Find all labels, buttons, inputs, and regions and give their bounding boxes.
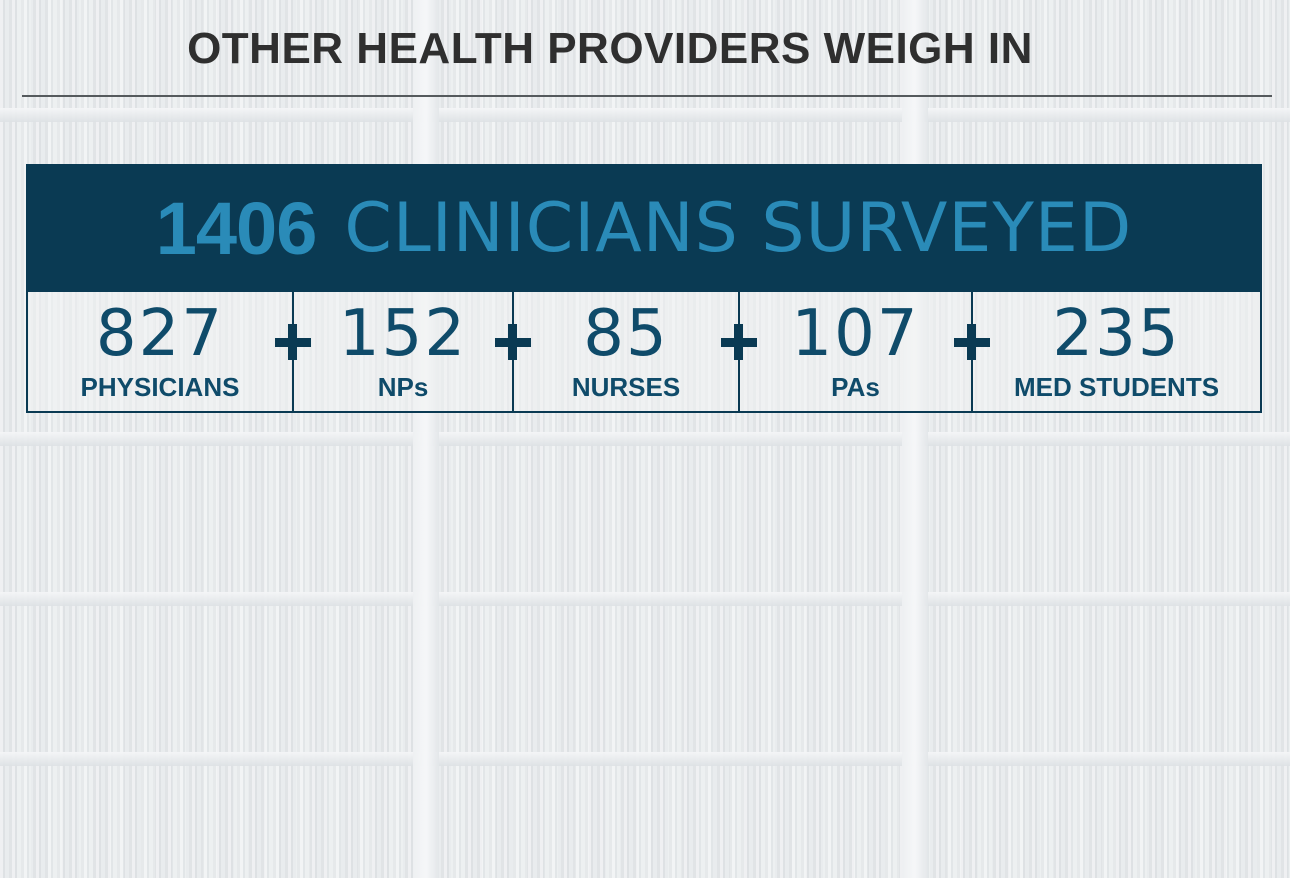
plus-icon [719, 322, 759, 362]
shelf-post [902, 0, 928, 878]
stat-label: NPs [377, 372, 429, 402]
shelf-board [0, 592, 1290, 606]
stat-physicians: 827 PHYSICIANS [28, 292, 292, 411]
stat-pas: 107 PAs [740, 292, 971, 411]
stat-label: PHYSICIANS [80, 372, 240, 402]
stat-med-students: 235 MED STUDENTS [973, 292, 1260, 411]
stat-nurses: 85 NURSES [514, 292, 738, 411]
stat-label: MED STUDENTS [1013, 372, 1220, 402]
shelf-board [0, 752, 1290, 766]
total-count: 1406 [155, 186, 318, 270]
total-label: CLINICIANS SURVEYED [344, 188, 1133, 268]
page-title: OTHER HEALTH PROVIDERS WEIGH IN [187, 24, 1033, 73]
stat-count: 235 [1052, 297, 1181, 371]
plus-icon [952, 322, 992, 362]
stat-count: 152 [338, 297, 468, 371]
stat-count: 827 [95, 297, 225, 371]
shelf-post [413, 0, 439, 878]
stat-count: 107 [791, 297, 920, 371]
plus-icon [273, 322, 313, 362]
stat-count: 85 [583, 297, 669, 371]
shelf-board [0, 108, 1290, 122]
total-banner: 1406 CLINICIANS SURVEYED [26, 164, 1262, 292]
stat-label: PAs [831, 372, 880, 402]
breakdown-panel: 827 PHYSICIANS 152 NPs 85 NURSES 107 PAs… [26, 292, 1262, 413]
stat-label: NURSES [571, 372, 681, 402]
shelf-board [0, 432, 1290, 446]
plus-icon [493, 322, 533, 362]
stat-nps: 152 NPs [294, 292, 512, 411]
title-divider [22, 95, 1272, 97]
